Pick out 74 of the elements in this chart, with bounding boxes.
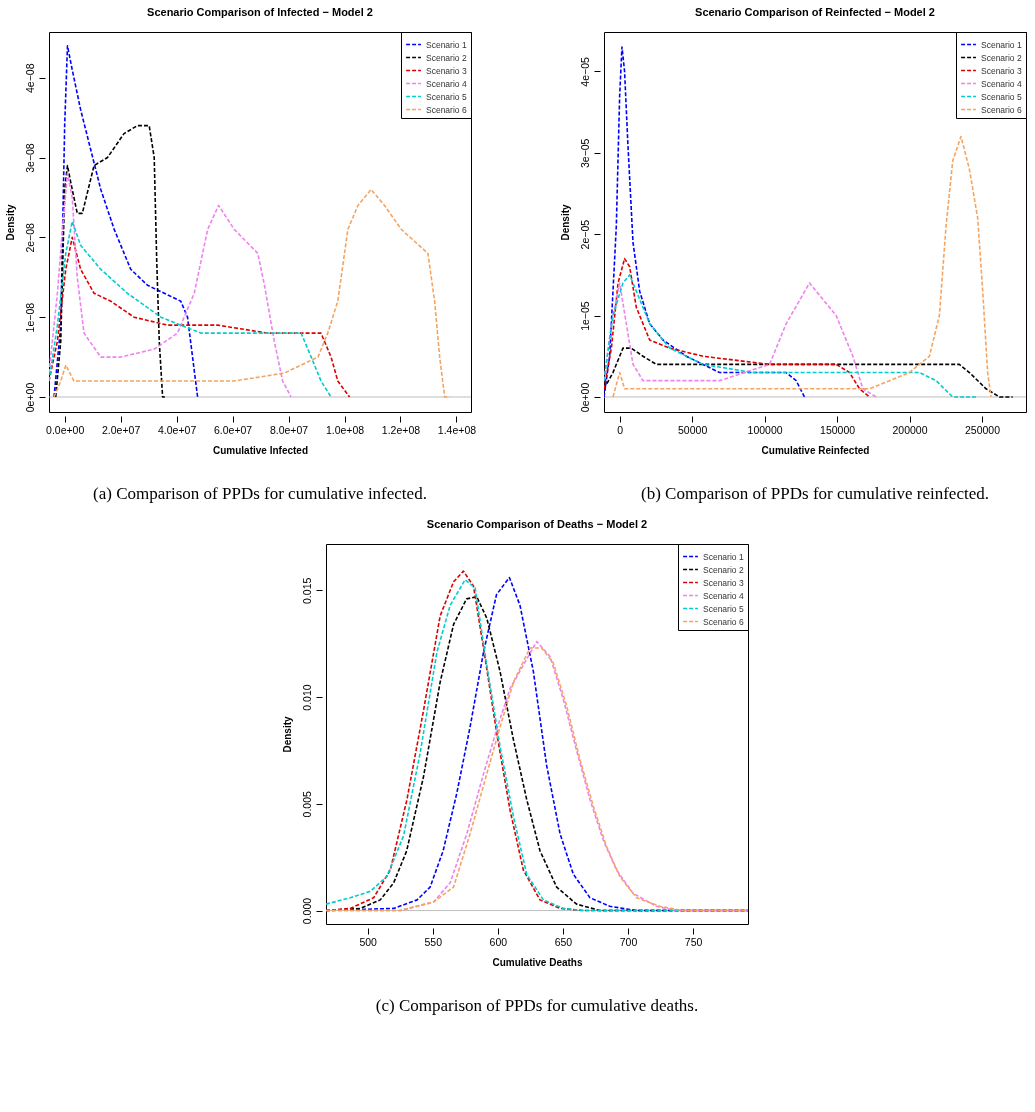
x-tick-label: 0 xyxy=(617,423,624,436)
line-series xyxy=(604,257,871,398)
x-tick-label: 8.0e+07 xyxy=(269,423,309,436)
line-series xyxy=(54,124,166,398)
legend-label: Scenario 5 xyxy=(703,603,744,614)
line-series xyxy=(49,172,292,398)
x-tick-label: 650 xyxy=(554,935,573,948)
y-tick-label: 0.005 xyxy=(300,791,313,818)
x-tick-label: 750 xyxy=(684,935,703,948)
text: (b) Comparison of PPDs for cumulative reinfected. xyxy=(641,484,989,503)
legend-label: Scenario 1 xyxy=(426,39,467,50)
legend-label: Scenario 4 xyxy=(981,78,1022,89)
x-tick-label: 150000 xyxy=(820,423,856,436)
y-tick-label: 3e−05 xyxy=(578,138,591,169)
y-tick-label: 0.000 xyxy=(300,897,313,925)
y-axis-title: Density xyxy=(281,716,293,753)
x-tick-label: 550 xyxy=(424,935,443,948)
legend-label: Scenario 4 xyxy=(703,590,744,601)
line-series xyxy=(604,274,977,398)
y-axis-title: Density xyxy=(4,204,16,241)
y-tick-label: 4e−08 xyxy=(23,63,36,93)
legend-label: Scenario 6 xyxy=(426,104,467,115)
legend-label: Scenario 4 xyxy=(426,78,467,89)
chart-title: Scenario Comparison of Infected − Model 2 xyxy=(147,5,373,18)
x-tick-label: 1.2e+08 xyxy=(381,423,421,436)
y-tick-label: 0e+00 xyxy=(23,382,36,413)
legend-label: Scenario 6 xyxy=(981,104,1022,115)
x-tick-label: 50000 xyxy=(678,423,708,436)
y-axis-title: Density xyxy=(559,204,571,241)
legend-label: Scenario 6 xyxy=(703,616,744,627)
legend-label: Scenario 3 xyxy=(703,577,744,588)
x-tick-label: 1.4e+08 xyxy=(437,423,477,436)
x-tick-label: 2.0e+07 xyxy=(102,423,141,436)
legend-label: Scenario 1 xyxy=(703,551,744,562)
x-tick-label: 250000 xyxy=(964,423,1001,436)
y-tick-label: 0.015 xyxy=(300,577,313,604)
x-tick-label: 200000 xyxy=(892,423,928,436)
line-series xyxy=(53,188,451,398)
legend-label: Scenario 2 xyxy=(703,564,744,575)
x-tick-label: 4.0e+07 xyxy=(157,423,197,436)
line-series xyxy=(604,46,806,398)
legend-label: Scenario 2 xyxy=(981,52,1022,63)
x-axis-title: Cumulative Infected xyxy=(212,445,309,456)
line-series xyxy=(53,45,199,398)
line-series xyxy=(612,135,992,398)
legend-label: Scenario 5 xyxy=(981,91,1022,102)
y-tick-label: 0.010 xyxy=(300,684,313,711)
y-tick-label: 1e−05 xyxy=(578,301,591,331)
line-series xyxy=(604,282,877,398)
x-tick-label: 1.0e+08 xyxy=(325,423,365,436)
x-tick-label: 600 xyxy=(489,935,508,948)
legend-label: Scenario 3 xyxy=(981,65,1022,76)
x-tick-label: 700 xyxy=(619,935,638,948)
y-tick-label: 3e−08 xyxy=(23,143,36,173)
x-axis-title: Cumulative Deaths xyxy=(492,957,583,968)
text: (c) Comparison of PPDs for cumulative deaths. xyxy=(375,996,699,1015)
x-axis-title: Cumulative Reinfected xyxy=(761,445,870,456)
x-tick-label: 6.0e+07 xyxy=(213,423,253,436)
x-tick-label: 100000 xyxy=(747,423,783,436)
line-series xyxy=(604,347,1014,398)
chart-title: Scenario Comparison of Deaths − Model 2 xyxy=(426,517,648,530)
legend-label: Scenario 5 xyxy=(426,91,467,102)
x-tick-label: 0.0e+00 xyxy=(46,423,85,436)
y-tick-label: 1e−08 xyxy=(23,302,36,333)
text: (a) Comparison of PPDs for cumulative infected. xyxy=(93,484,427,503)
chart-title: Scenario Comparison of Reinfected − Model 2 xyxy=(695,5,935,18)
y-tick-label: 2e−05 xyxy=(578,219,591,250)
y-tick-label: 4e−05 xyxy=(578,56,591,87)
legend-label: Scenario 2 xyxy=(426,52,467,63)
legend-label: Scenario 3 xyxy=(426,65,467,76)
legend-label: Scenario 1 xyxy=(981,39,1022,50)
y-tick-label: 2e−08 xyxy=(23,222,36,253)
x-tick-label: 500 xyxy=(359,935,378,948)
y-tick-label: 0e+00 xyxy=(578,382,591,413)
